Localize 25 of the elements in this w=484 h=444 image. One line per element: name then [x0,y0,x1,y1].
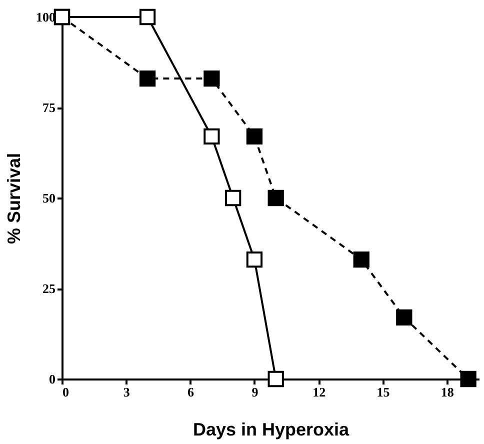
x-tick-label: 15 [376,384,390,400]
y-axis-title: % Survival [4,152,24,244]
y-tick-label: 75 [42,100,56,115]
point [139,70,156,87]
x-tick-label: 0 [62,384,69,400]
point [204,70,220,87]
x-tick-label: 9 [252,384,259,400]
x-tick-label: 12 [312,384,326,400]
y-tick-label: 0 [49,372,56,386]
point [139,8,156,26]
point [396,309,412,326]
x-tick-label: 18 [440,384,454,400]
y-tick-label: 50 [42,190,56,206]
point [225,190,242,206]
point [460,370,476,388]
point [268,370,284,388]
point [268,190,284,206]
point [204,128,220,145]
x-tick-label: 6 [188,384,195,400]
y-tick-label: 25 [42,281,56,296]
x-tick-label: 3 [123,384,130,400]
x-axis-title: Days in Hyperoxia [192,420,350,440]
point [246,251,263,268]
point [353,251,370,268]
point [246,128,263,145]
